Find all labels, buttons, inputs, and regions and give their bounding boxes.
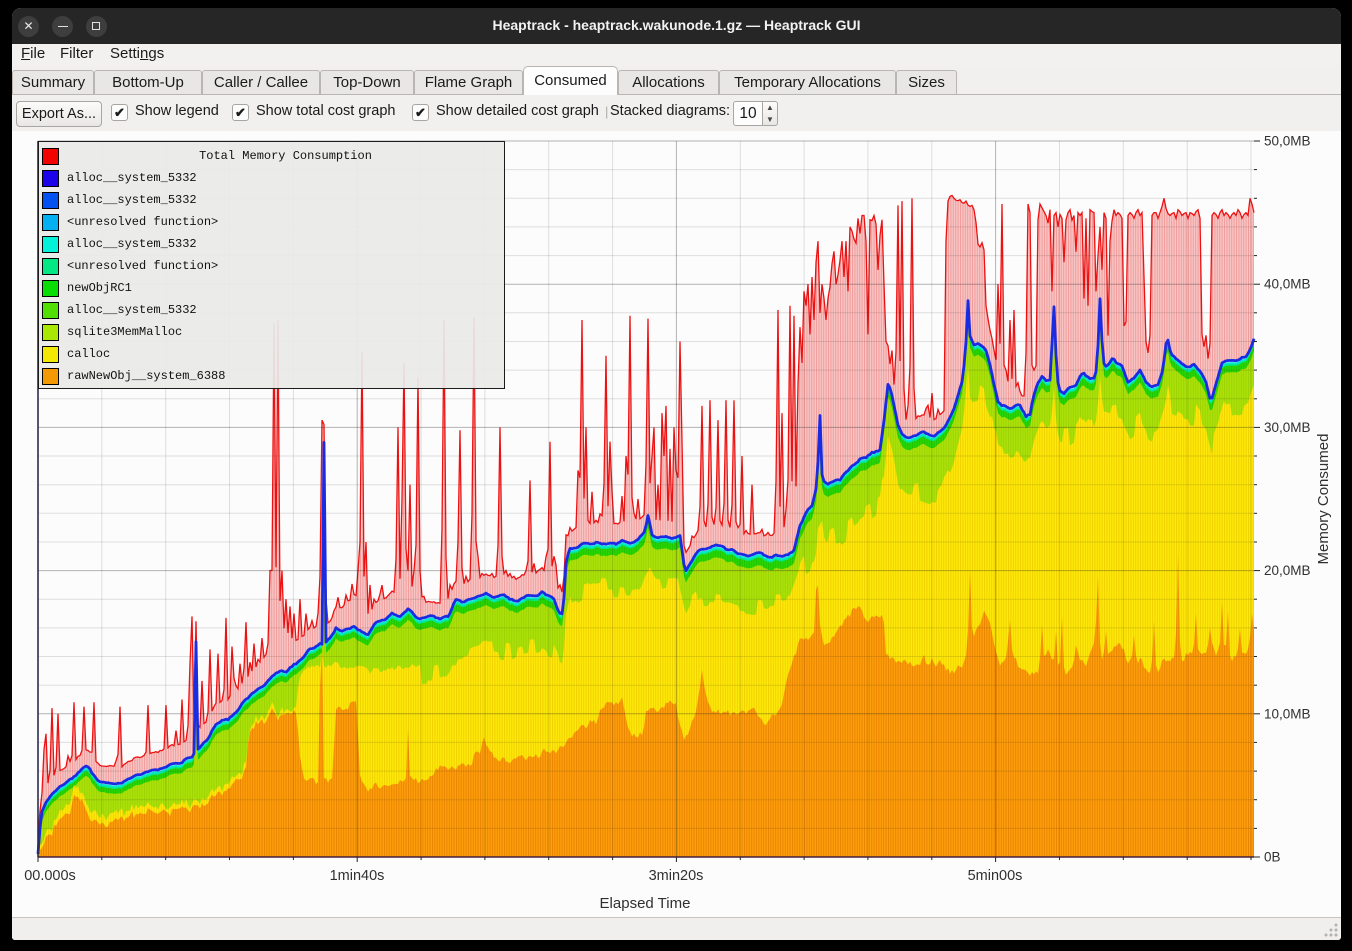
svg-text:10,0MB: 10,0MB bbox=[1264, 706, 1311, 721]
svg-text:Memory Consumed: Memory Consumed bbox=[1315, 434, 1332, 565]
svg-text:20,0MB: 20,0MB bbox=[1264, 563, 1311, 578]
svg-text:1min40s: 1min40s bbox=[330, 868, 385, 884]
svg-text:40,0MB: 40,0MB bbox=[1264, 277, 1311, 292]
svg-text:3min20s: 3min20s bbox=[649, 868, 704, 884]
svg-text:00.000s: 00.000s bbox=[24, 868, 76, 884]
svg-text:5min00s: 5min00s bbox=[968, 868, 1023, 884]
svg-text:0B: 0B bbox=[1264, 850, 1281, 865]
svg-text:Elapsed Time: Elapsed Time bbox=[600, 895, 691, 912]
svg-text:50,0MB: 50,0MB bbox=[1264, 134, 1311, 149]
svg-text:30,0MB: 30,0MB bbox=[1264, 420, 1311, 435]
